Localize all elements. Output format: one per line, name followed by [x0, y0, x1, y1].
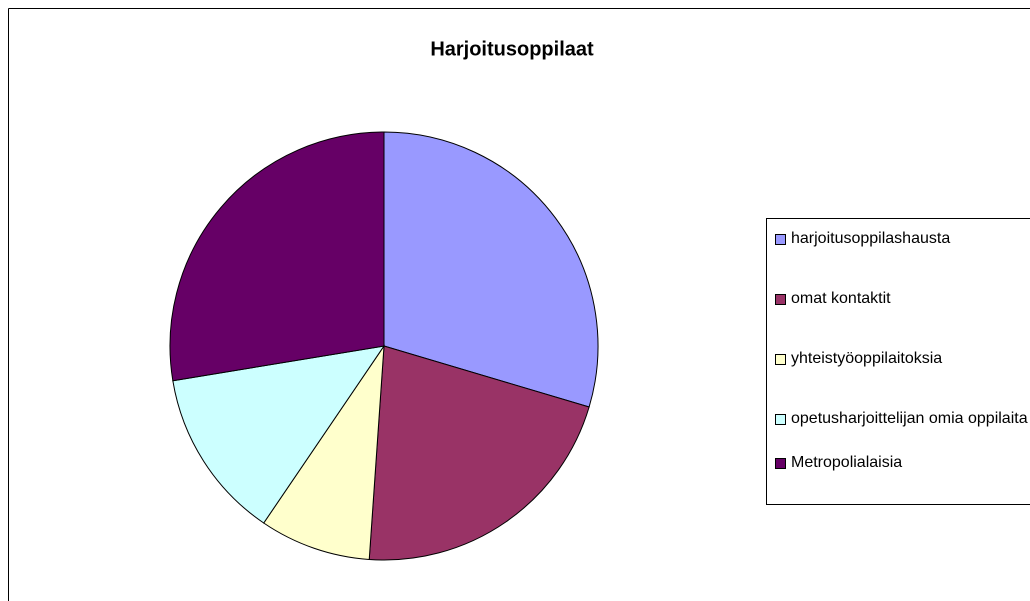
legend-label: yhteistyöoppilaitoksia	[791, 350, 943, 367]
chart-title: Harjoitusoppilaat	[430, 38, 594, 60]
legend-label: Metropolialaisia	[791, 454, 903, 471]
pie-slice	[368, 345, 590, 561]
legend-swatch	[775, 294, 786, 305]
legend-swatch	[775, 234, 786, 245]
pie-slice	[383, 131, 599, 408]
legend-item: Metropolialaisia	[775, 452, 1030, 474]
legend-item: yhteistyöoppilaitoksia	[775, 348, 1030, 370]
legend-label: harjoitusoppilashausta	[791, 230, 951, 247]
legend-item: omat kontaktit	[775, 288, 1030, 310]
legend-swatch	[775, 354, 786, 365]
legend-item: opetusharjoittelijan omia oppilaita	[775, 408, 1030, 430]
legend-item: harjoitusoppilashausta	[775, 228, 1030, 250]
legend-swatch	[775, 414, 786, 425]
legend: harjoitusoppilashausta omat kontaktit yhte…	[766, 218, 1030, 505]
legend-label: opetusharjoittelijan omia oppilaita	[791, 410, 1028, 427]
legend-swatch	[775, 458, 786, 469]
pie-slice	[172, 345, 386, 524]
pie-slice	[263, 344, 385, 561]
legend-label: omat kontaktit	[791, 290, 891, 307]
pie-slice	[169, 131, 385, 382]
